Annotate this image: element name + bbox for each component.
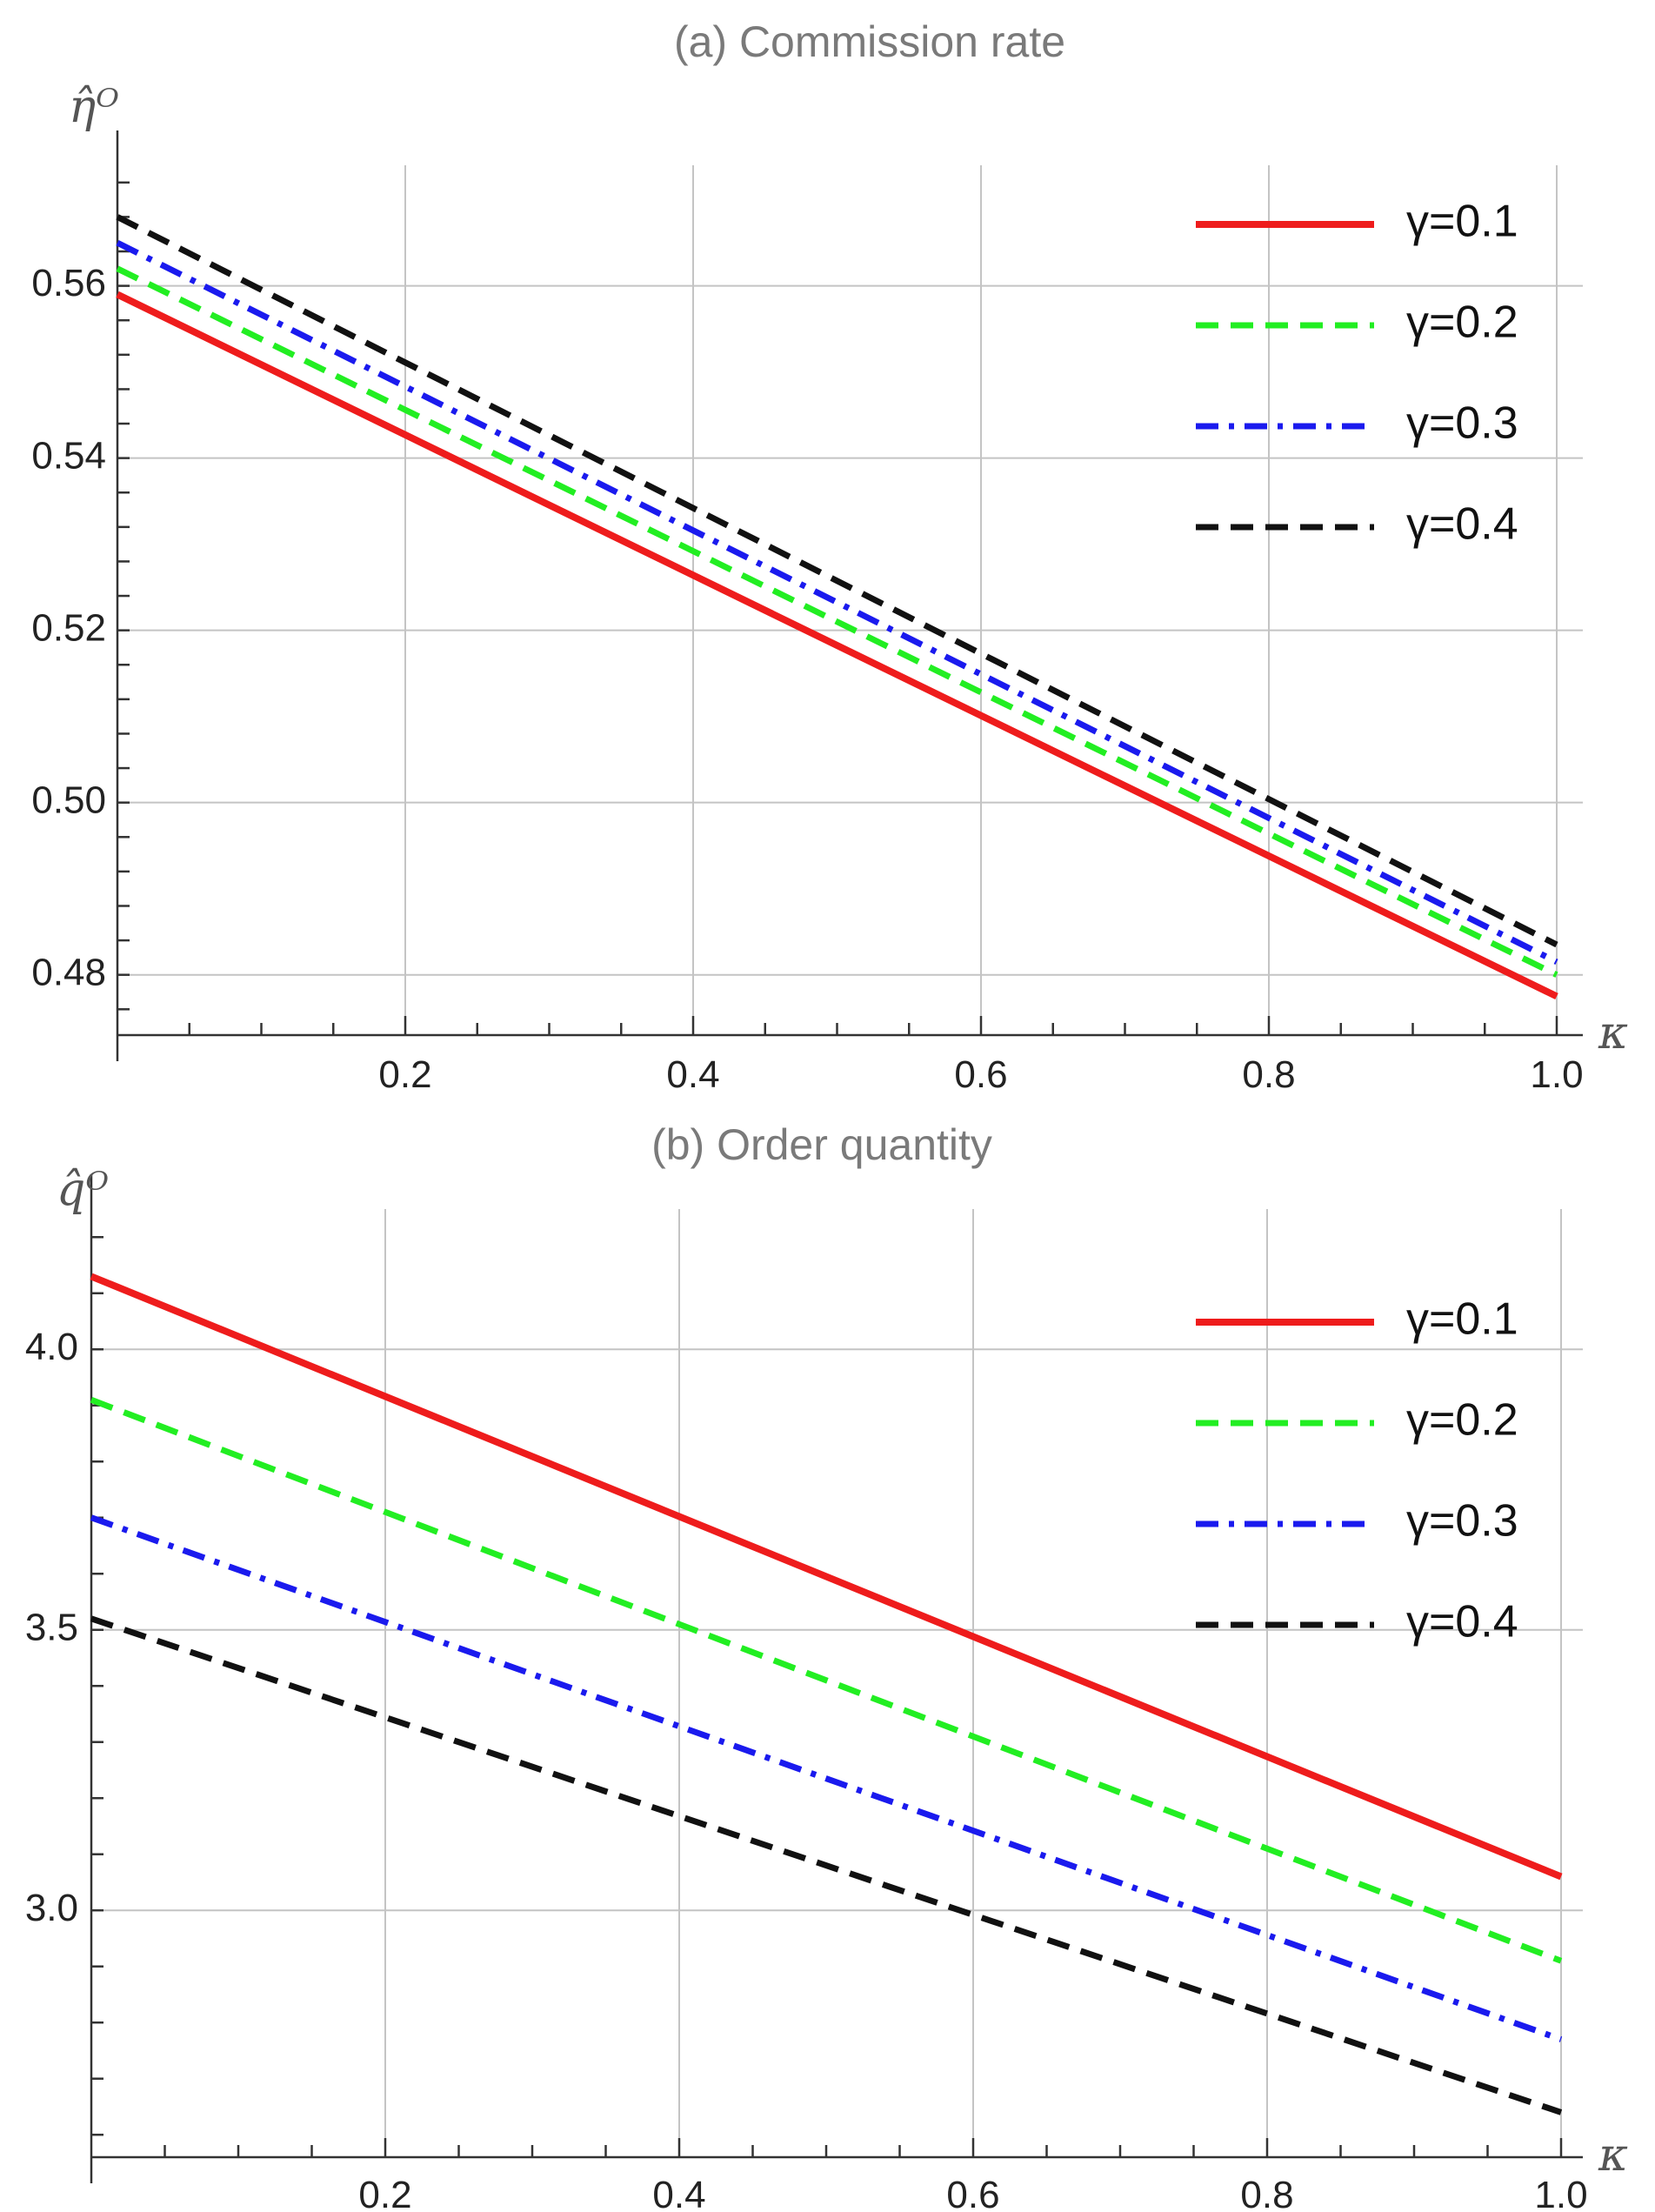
y-tick-label: 0.48 [31,951,106,993]
legend-label-3: γ=0.4 [1406,1597,1518,1647]
x-tick-label: 0.2 [378,1053,431,1096]
legend-label-1: γ=0.2 [1406,297,1518,348]
x-tick-label: 1.0 [1534,2174,1587,2212]
x-tick-label: 0.4 [666,1053,719,1096]
chart-title: (b) Order quantity [651,1120,992,1169]
y-tick-label: 0.50 [31,779,106,821]
series-line-0 [90,1273,1563,1881]
x-axis-label: κ [1598,2129,1628,2182]
series-line-0 [116,291,1558,1000]
x-tick-label: 0.6 [946,2174,999,2212]
y-tick-label: 0.56 [31,262,106,304]
chart-title: (a) Commission rate [674,17,1065,66]
y-tick-label: 3.0 [25,1887,78,1929]
y-axis-label: q̂ᴼ [57,1164,109,1216]
x-tick-label: 0.8 [1240,2174,1293,2212]
series-line-3 [90,1615,1563,2115]
chart-commission-rate: (a) Commission rate 0.2 0.4 0.6 0.8 1.0 0.48 0.… [31,17,1628,1096]
y-axis-label: η̂ᴼ [69,81,119,133]
legend-label-2: γ=0.3 [1406,1496,1518,1547]
x-tick-label: 0.2 [358,2174,411,2212]
series-line-2 [116,239,1558,965]
series-line-2 [90,1514,1563,2042]
x-axis-label: κ [1598,1007,1628,1059]
series-line-3 [116,214,1558,948]
legend-label-3: γ=0.4 [1406,499,1518,550]
series-line-1 [90,1397,1563,1964]
x-tick-label: 0.4 [652,2174,705,2212]
legend-label-2: γ=0.3 [1406,398,1518,449]
legend-label-0: γ=0.1 [1406,1294,1518,1345]
y-tick-label: 0.52 [31,606,106,649]
y-tick-label: 3.5 [25,1606,78,1648]
x-tick-label: 1.0 [1530,1053,1583,1096]
legend-label-1: γ=0.2 [1406,1395,1518,1446]
x-tick-label: 0.8 [1242,1053,1295,1096]
y-tick-label: 4.0 [25,1326,78,1368]
y-tick-label: 0.54 [31,434,106,477]
chart-order-quantity: (b) Order quantity 0.2 0.4 0.6 0.8 1.0 3.0 3.5 4… [25,1120,1628,2212]
x-tick-label: 0.6 [954,1053,1007,1096]
legend-label-0: γ=0.1 [1406,197,1518,247]
series-line-1 [116,265,1558,978]
